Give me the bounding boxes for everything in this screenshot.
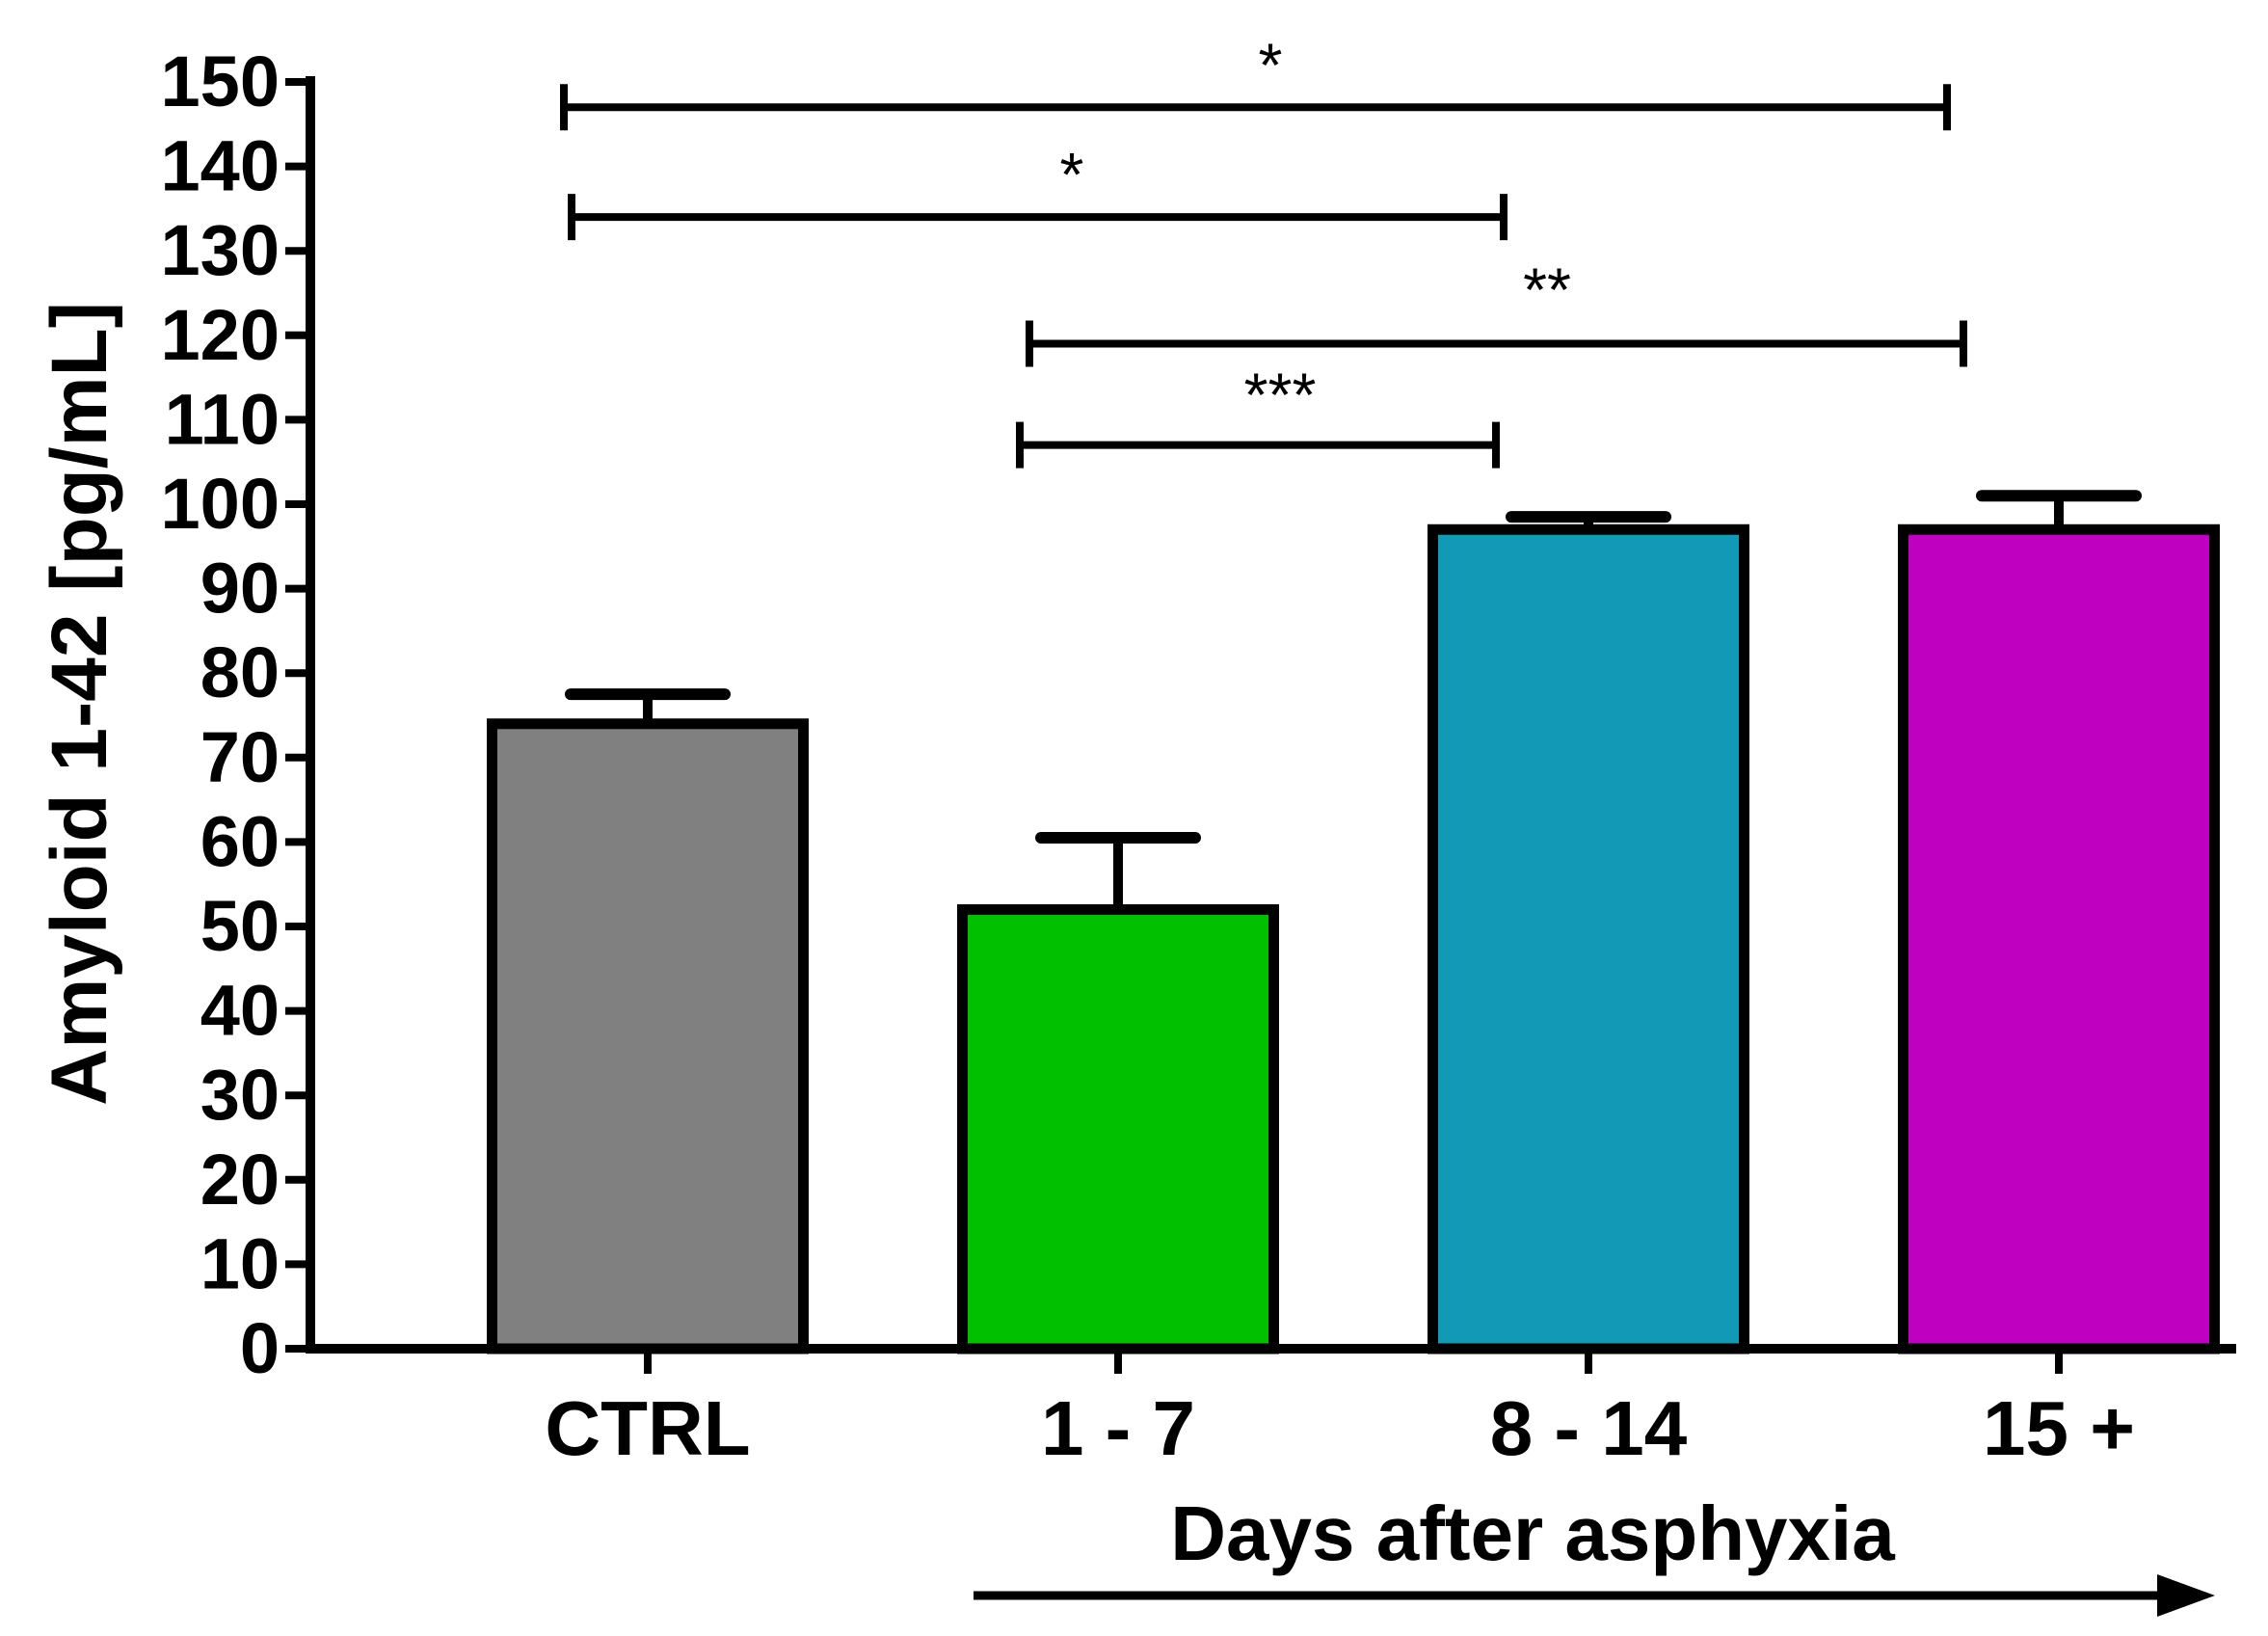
y-tick-label: 80 [200,632,280,712]
y-tick-label: 120 [161,295,280,375]
sig-label: * [1259,30,1283,99]
y-tick-label: 40 [200,971,280,1051]
y-tick-label: 100 [161,464,280,544]
y-tick-label: 130 [161,210,280,290]
y-axis-title: Amyloid 1-42 [pg/mL] [36,302,123,1106]
y-tick-label: 150 [161,41,280,121]
bars [487,490,2220,1354]
significance-brackets: ******* [560,30,1967,469]
x-tick-label: 8 - 14 [1490,1385,1688,1471]
bar-1-7 [957,903,1279,1354]
bar-ctrl [487,718,809,1354]
y-tick-label: 90 [200,549,280,629]
y-tick-label: 20 [200,1140,280,1220]
y-tick-label: 70 [200,717,280,797]
y-tick-label: 110 [165,379,280,459]
y-tick-label: 140 [161,126,280,206]
x-tick-label: CTRL [545,1385,750,1471]
x-tick-label: 15 + [1983,1385,2135,1471]
y-tick-label: 30 [200,1055,280,1135]
arrow-head [2157,1574,2215,1617]
bar-15- [1898,523,2220,1354]
bar-8-14 [1428,523,1749,1354]
y-tick-label: 60 [200,801,280,881]
y-tick-label: 50 [200,886,280,966]
sig-label: * [1060,140,1084,209]
sig-label: *** [1244,361,1317,430]
x-axis-title: Days after asphyxia [1170,1490,1895,1576]
x-tick-label: 1 - 7 [1041,1385,1195,1471]
time-arrow [974,1574,2215,1617]
y-tick-label: 10 [200,1223,280,1303]
sig-label: ** [1523,255,1571,325]
x-axis: CTRL 1 - 7 8 - 14 15 + [306,1344,2236,1471]
y-tick-label: 0 [240,1308,280,1388]
